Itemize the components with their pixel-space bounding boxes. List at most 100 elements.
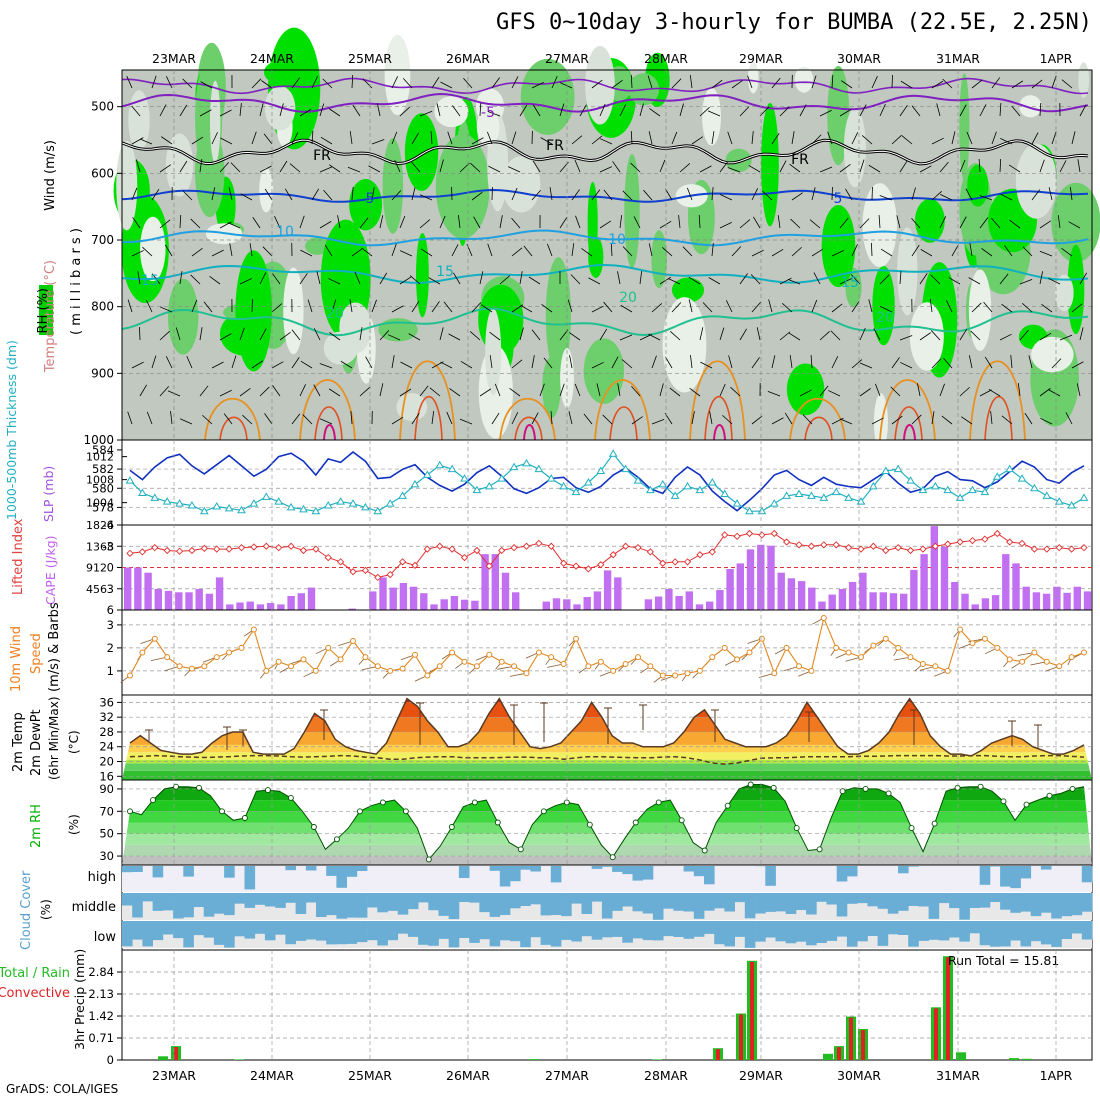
cape-bar <box>205 593 214 610</box>
cape-bar <box>797 581 806 610</box>
cape-bar <box>471 600 479 610</box>
wind-barb <box>190 218 201 229</box>
lifted-index-point <box>200 544 208 553</box>
wind-barb <box>1071 131 1076 145</box>
wind10m-point <box>226 649 233 656</box>
cloud-cell <box>836 866 848 882</box>
wind-barb <box>999 333 1012 341</box>
wind-barb <box>1019 278 1033 285</box>
wind-barb <box>612 161 621 173</box>
cloud-cell <box>407 893 419 910</box>
wind-barb <box>191 299 198 313</box>
cloud-cell <box>704 866 715 885</box>
wind-barb <box>802 414 813 425</box>
cape-bar <box>297 593 305 610</box>
isotherm-label: FR <box>546 138 564 154</box>
rh-blob-dry <box>968 269 992 351</box>
cloud-cell <box>275 921 286 935</box>
cloud-cell <box>479 893 490 913</box>
rh2m-point <box>793 825 800 832</box>
wind-barb <box>219 389 232 397</box>
wind-barb <box>1031 189 1041 201</box>
wind-barb <box>126 75 133 89</box>
lifted-index-point <box>584 565 593 573</box>
cape-bar <box>940 546 949 610</box>
wind-barb <box>159 164 171 173</box>
wind-barb <box>679 103 684 117</box>
wind-barb <box>139 384 147 397</box>
precip-bar-total <box>823 1053 833 1060</box>
thickness-point <box>373 506 383 515</box>
wind-barb <box>137 271 141 285</box>
wind-barb <box>550 411 553 425</box>
cape-bar <box>869 592 877 610</box>
cape-bar <box>818 601 826 610</box>
thickness-point <box>1079 493 1089 501</box>
cloud-cell <box>142 921 153 947</box>
wind-barb <box>242 414 253 425</box>
wind-barb <box>939 161 949 173</box>
lifted-index-point <box>869 542 878 550</box>
lifted-index-point <box>906 546 915 555</box>
wind-barb <box>621 359 633 369</box>
wind10m-point <box>833 644 840 651</box>
wind-barb <box>229 243 233 257</box>
rh-blob <box>404 113 439 191</box>
wind-barb <box>759 106 770 117</box>
cloud-cell <box>673 893 684 911</box>
wind-barb <box>722 414 733 425</box>
cloud-cell <box>1071 921 1083 934</box>
wind10m-point <box>176 663 183 670</box>
lifted-index-point <box>931 542 939 550</box>
wind-barb <box>328 388 341 397</box>
wind-barb <box>131 187 138 201</box>
wind-barb <box>859 159 865 173</box>
wind-barb <box>966 131 973 145</box>
cape-bar <box>746 549 755 610</box>
wind-barb <box>959 386 970 397</box>
wind-barb <box>574 383 581 397</box>
thickness-point <box>645 485 655 494</box>
thickness-point <box>745 506 754 515</box>
lifted-index-point <box>262 542 270 550</box>
rh2m-point <box>448 824 455 830</box>
wind-barb <box>284 188 293 201</box>
wind-barb <box>762 190 773 201</box>
cape-bar <box>838 589 847 610</box>
cape-bars <box>124 526 1092 610</box>
rh2m-point <box>540 808 547 815</box>
cloud-cell <box>969 893 981 908</box>
cape-bar <box>1042 593 1051 610</box>
convective-contour <box>399 360 456 441</box>
wind10m-point <box>981 635 988 642</box>
tick-label: 584 <box>92 443 114 457</box>
wind-barb <box>946 300 953 313</box>
cloud-row-bg <box>122 866 1092 892</box>
wind-barb <box>619 215 623 229</box>
cloud-cell <box>520 866 531 870</box>
cloud-cell <box>755 921 766 942</box>
thickness-point <box>1005 464 1015 473</box>
cloud-cell <box>122 893 133 906</box>
wind-barb <box>391 355 395 369</box>
wind-barb <box>203 301 213 313</box>
cloud-cell <box>887 893 899 914</box>
lifted-index-point <box>460 553 469 562</box>
wind-barb <box>799 389 812 397</box>
wind-barb <box>959 216 967 229</box>
wind10m-point <box>932 663 939 670</box>
wind-barb <box>1000 193 1013 201</box>
wind-barb <box>307 299 313 313</box>
date-label-top: 30MAR <box>837 51 881 66</box>
wind-barb <box>917 383 921 397</box>
cloud-cell <box>1081 866 1093 883</box>
wind-barb <box>349 131 353 145</box>
cloud-cell <box>775 893 787 912</box>
wind-barb <box>631 385 641 397</box>
thickness-axis: 584 582 580 578 1012 1008 1004 <box>86 443 127 514</box>
wind10m-point <box>535 649 542 656</box>
wind-barb <box>549 187 553 201</box>
cape-bar <box>1063 592 1071 610</box>
tick-label: 580 <box>92 481 114 495</box>
wind-barb <box>139 326 141 341</box>
